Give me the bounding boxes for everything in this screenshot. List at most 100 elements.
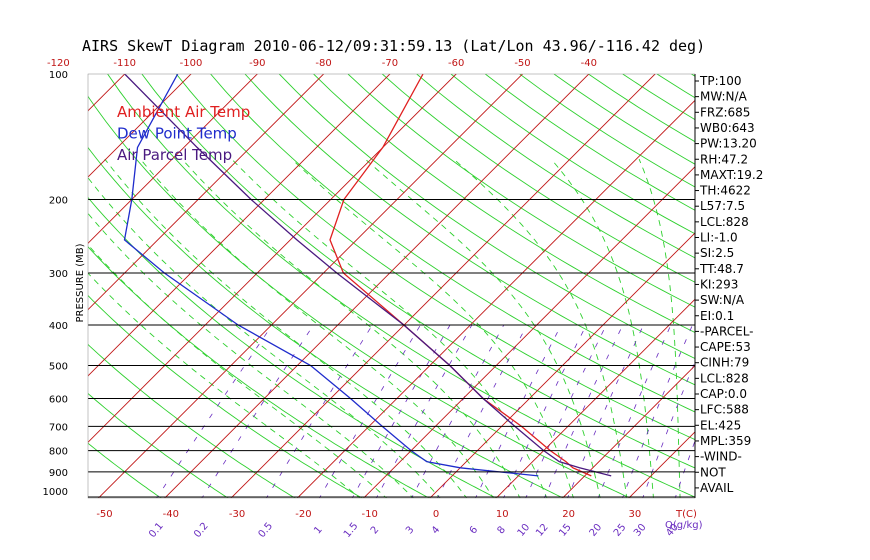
isotherm-line [296,99,695,498]
isotherm-line [97,74,524,498]
index-label: MAXT:19.2 [700,168,763,182]
bottom-temp-tick-label: -50 [96,509,112,520]
index-label: FRZ:685 [700,105,750,119]
index-label: EI:0.1 [700,309,734,323]
pressure-tick-label: 1000 [43,487,68,498]
top-temp-tick-label: -120 [47,58,70,69]
mixing-ratio-tick-label: 2 [369,524,382,536]
isotherm-line [815,69,870,511]
index-label: NOT [700,465,726,479]
pressure-tick-label: 900 [49,468,68,479]
dry-adiabat-line [382,74,695,283]
bottom-temp-tick-label: 0 [433,509,439,520]
top-temp-tick-label: -110 [113,58,136,69]
dry-adiabat-line [88,392,229,498]
top-temp-tick-label: -40 [581,58,597,69]
isotherm-line [88,74,325,311]
index-label: MW:N/A [700,90,748,104]
isotherm-line [561,364,695,498]
legend-entry: Dew Point Temp [117,125,237,143]
mixing-ratio-tick-label: 20 [588,522,605,539]
mixing-ratio-tick-label: 30 [632,522,649,539]
mixing-ratio-tick-label: 0.2 [192,521,211,540]
index-label: MPL:359 [700,434,751,448]
index-label: L57:7.5 [700,199,745,213]
index-label: PW:13.20 [700,137,757,151]
mixing-ratio-tick-label: 0.5 [256,521,275,540]
isotherm-line [88,74,457,443]
index-label: SW:N/A [700,293,745,307]
isotherm-line [88,74,192,178]
pressure-tick-label: 700 [49,422,68,433]
axes [87,73,696,499]
dry-adiabat-line [416,74,695,259]
index-label: AVAIL [700,481,734,495]
pressure-tick-label: 300 [49,269,68,280]
dry-adiabat-line [88,294,363,498]
index-label: KI:293 [700,277,738,291]
dry-adiabat-line [278,74,695,359]
legend-entry: Air Parcel Temp [117,146,232,164]
moist-adiabat-line [88,212,414,498]
bottom-temp-tick-label: -10 [362,509,378,520]
dry-adiabat-line [88,146,565,498]
index-label: TP:100 [699,74,742,88]
legend: Ambient Air Temp Dew Point Temp Air Parcel… [117,103,250,164]
dry-adiabat-line [347,74,695,308]
legend-entry: Ambient Air Temp [117,103,250,121]
index-label: LI:-1.0 [700,231,738,245]
moist-adiabat-line [181,158,521,498]
isotherm-line [749,69,870,511]
moist-adiabat-line [140,158,494,498]
moist-adiabat-line [364,158,601,498]
bottom-temp-tick-label: 20 [562,509,575,520]
top-temp-tick-label: -90 [249,58,265,69]
isotherm-line [495,298,695,498]
mixing-ratio-tick-label: 4 [430,524,443,536]
isotherm-line [88,74,258,244]
mixing-ratio-tick-label: 10 [516,522,533,539]
mixing-ratio-tick-label: 3 [404,524,417,536]
top-temp-tick-label: -80 [315,58,331,69]
isotherm-line [429,232,695,498]
top-temp-tick-label: -50 [514,58,530,69]
index-label: TH:4622 [699,184,751,198]
dry-adiabat-line [313,74,695,334]
mixing-ratio-line [597,324,672,498]
top-temp-tick-label: -70 [382,58,398,69]
bottom-temp-tick-label: -30 [229,509,245,520]
dry-adiabat-line [175,74,695,441]
y-axis-label: PRESSURE (MB) [75,243,86,322]
index-label: LFC:588 [700,403,749,417]
pressure-tick-label: 400 [49,321,68,332]
moist-adiabat-line [638,158,681,498]
mixing-ratio-unit-label: Q(g/kg) [665,520,703,531]
index-label: CAPE:53 [700,340,751,354]
pressure-tick-label: 100 [49,70,68,81]
index-label: TT:48.7 [699,262,744,276]
bottom-temp-tick-label: 10 [496,509,509,520]
index-label: LCL:828 [700,371,749,385]
mixing-ratio-tick-label: 6 [468,524,481,536]
isotherm-line [164,74,590,498]
dry-adiabat-line [450,74,695,235]
bottom-temp-tick-label: -40 [163,509,179,520]
mixing-ratio-line [266,324,373,498]
isotherm-line [363,166,695,498]
index-label: -PARCEL- [700,324,754,338]
mixing-ratio-tick-label: 1 [312,524,325,536]
index-label: CAP:0.0 [700,387,747,401]
dry-adiabat-line [760,74,870,500]
x-axis-unit-label: T(C) [675,509,697,520]
index-label: WB0:643 [700,121,755,135]
isotherm-line [88,74,126,112]
pressure-tick-label: 600 [49,394,68,405]
dry-adiabat-line [485,74,695,211]
mixing-ratio-line [411,324,505,498]
bottom-temp-tick-label: -20 [295,509,311,520]
mixing-ratio-line [543,324,624,498]
dry-adiabat-line [88,95,632,498]
dry-adiabat-line [107,74,695,498]
